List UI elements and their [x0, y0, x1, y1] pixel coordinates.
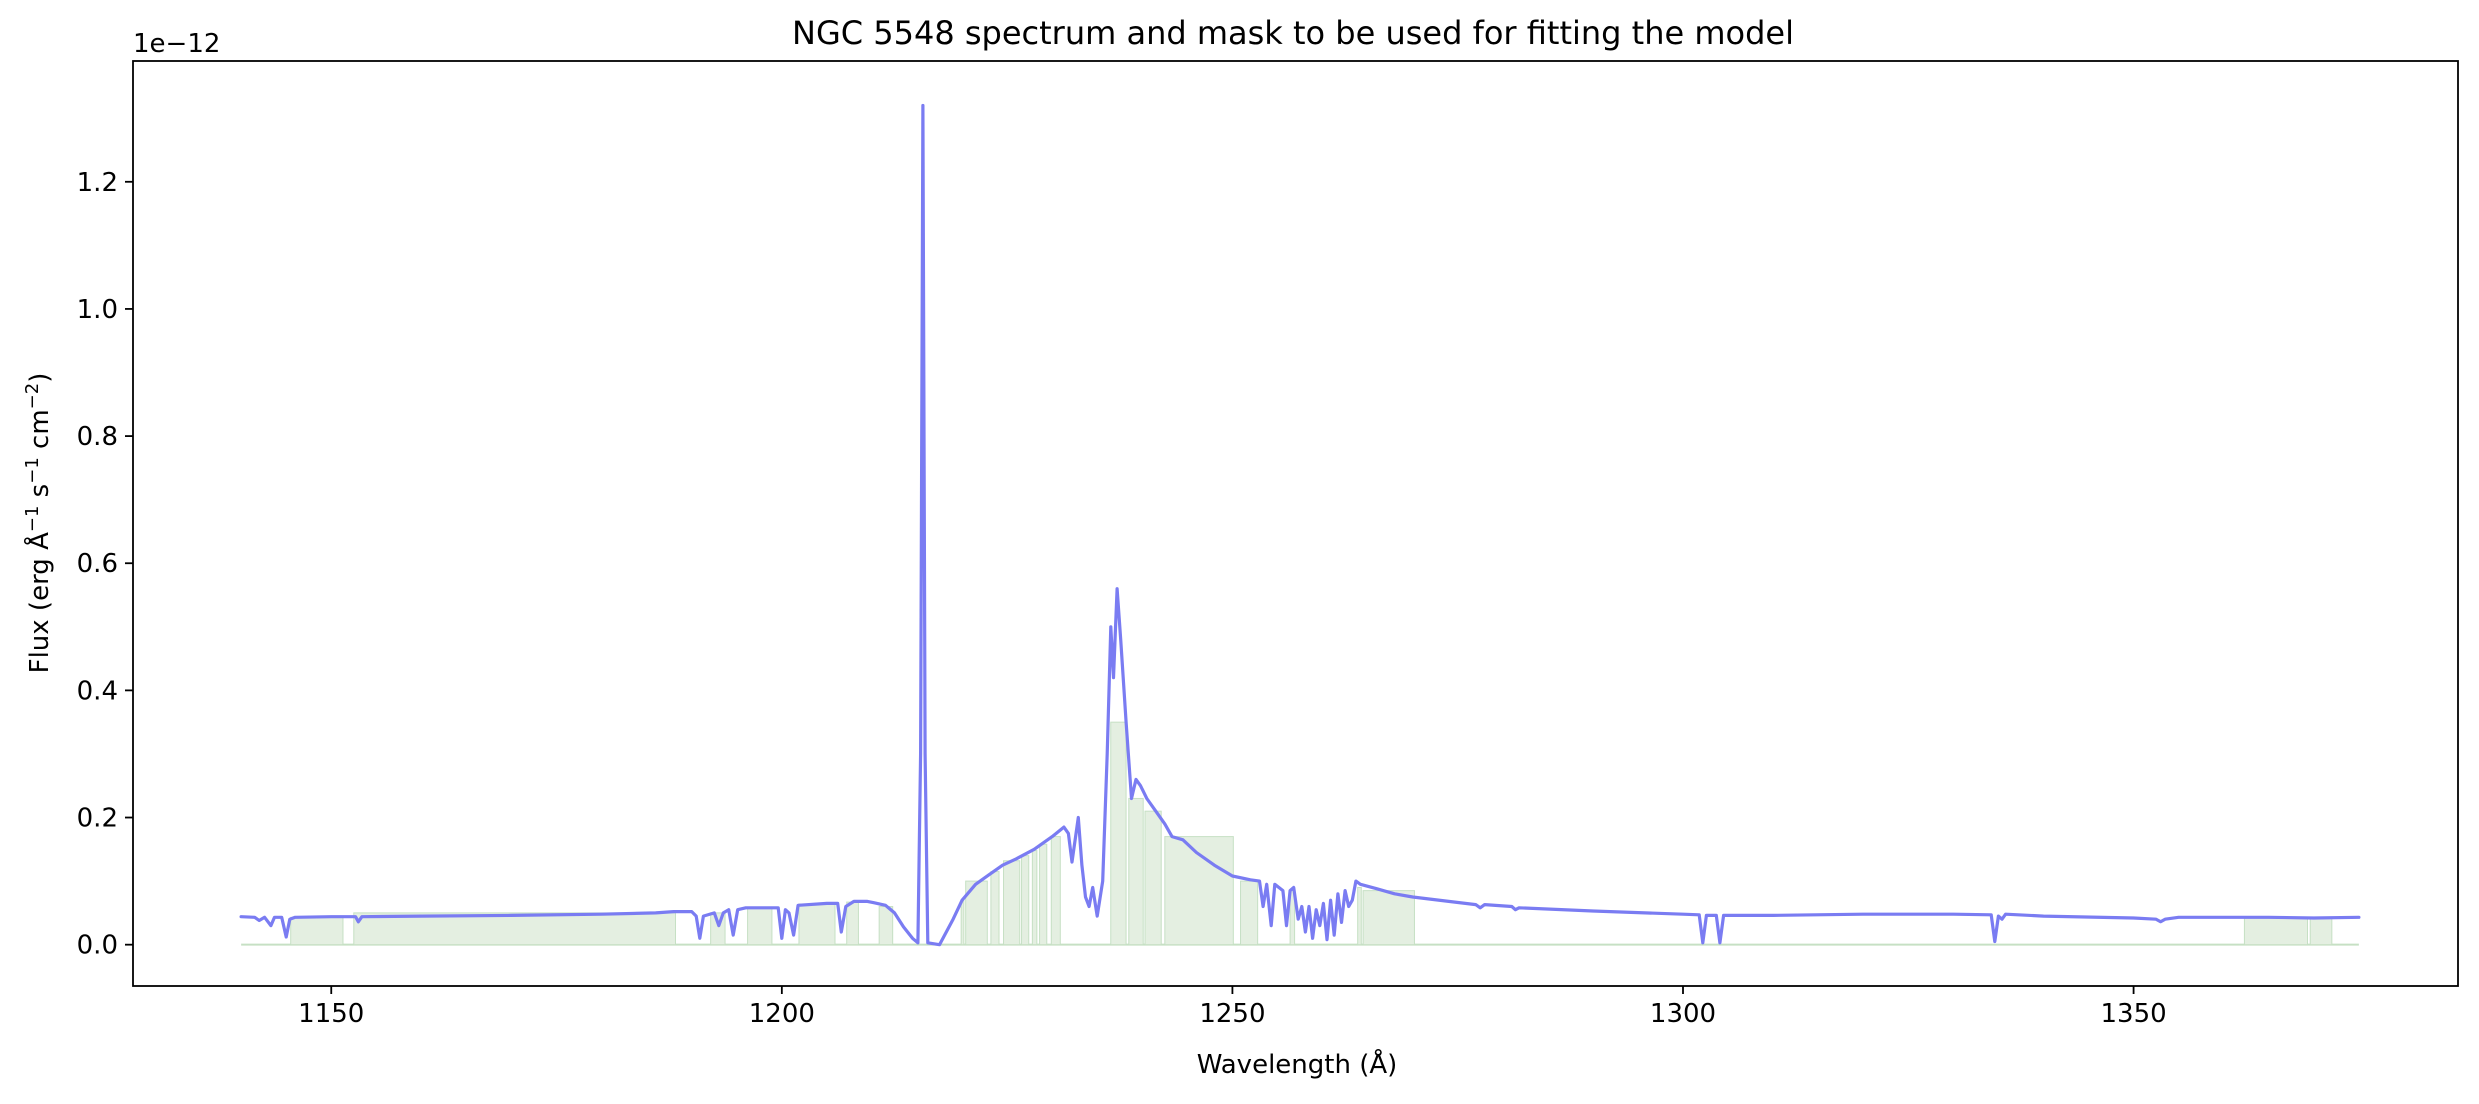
- spectrum-line: [239, 103, 2361, 947]
- x-axis-label: Wavelength (Å): [1197, 1048, 1398, 1080]
- mask-region: [1110, 721, 1127, 946]
- spectrum-series: [239, 103, 2361, 947]
- x-tick-label: 1350: [2100, 999, 2166, 1029]
- mask-region: [1021, 855, 1030, 946]
- mask-region: [353, 912, 676, 946]
- y-axis: 0.0 0.2 0.4 0.6 0.8 1.0 1.2: [77, 168, 133, 961]
- y-tick-label: 1.2: [77, 168, 118, 198]
- plot-frame: [132, 60, 2459, 987]
- x-tick-label: 1250: [1199, 999, 1265, 1029]
- y-tick-label: 1.0: [77, 295, 118, 325]
- mask-region: [878, 906, 894, 946]
- mask-region: [990, 871, 1000, 946]
- y-tick-label: 0.8: [77, 422, 118, 452]
- y-tick-label: 0.2: [77, 804, 118, 834]
- mask-region: [290, 916, 344, 946]
- y-tick-label: 0.6: [77, 549, 118, 579]
- x-axis: 1150 1200 1250 1300 1350: [298, 986, 2167, 1029]
- y-offset-text: 1e−12: [133, 29, 220, 59]
- mask-region: [1050, 836, 1061, 946]
- mask-region: [1362, 890, 1415, 946]
- mask-region: [1031, 850, 1038, 946]
- mask-region: [747, 907, 773, 946]
- x-tick-label: 1300: [1650, 999, 1716, 1029]
- y-axis-label: Flux (erg Å−1 s−1 cm−2): [22, 373, 56, 674]
- mask-region: [1357, 886, 1362, 946]
- y-tick-label: 0.0: [77, 931, 118, 961]
- mask-region: [2243, 916, 2309, 946]
- mask-region: [798, 903, 836, 946]
- mask-region: [1144, 810, 1162, 946]
- mask-region: [1003, 860, 1021, 946]
- mask-region: [960, 899, 965, 946]
- x-tick-label: 1150: [298, 999, 364, 1029]
- mask-region: [1240, 880, 1259, 946]
- chart-title: NGC 5548 spectrum and mask to be used fo…: [792, 14, 1794, 52]
- mask-region: [1128, 797, 1144, 946]
- mask-region: [846, 901, 859, 946]
- x-tick-label: 1200: [749, 999, 815, 1029]
- mask-regions: [241, 721, 2359, 946]
- mask-region: [1039, 843, 1048, 946]
- mask-region: [2309, 916, 2333, 946]
- mask-region: [965, 880, 988, 946]
- y-tick-label: 0.4: [77, 676, 118, 706]
